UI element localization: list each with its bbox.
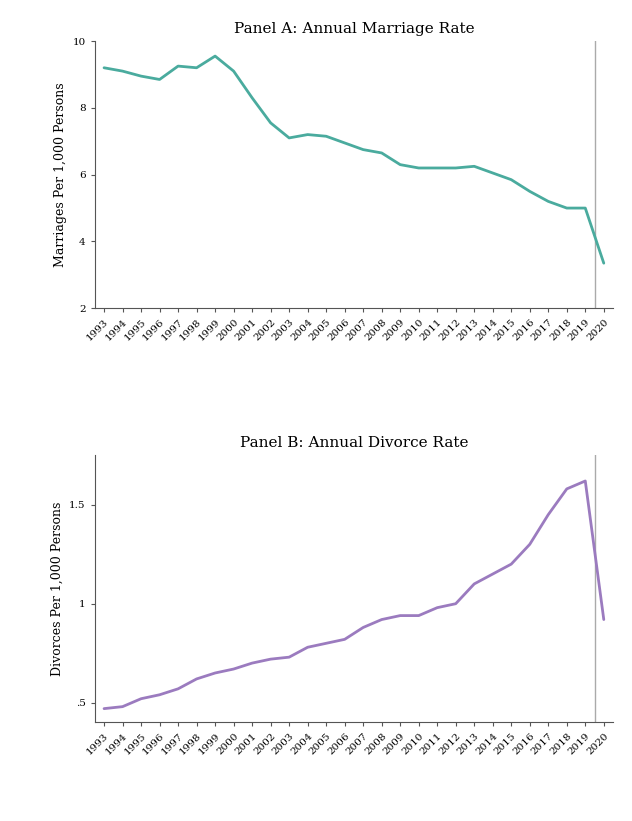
Title: Panel A: Annual Marriage Rate: Panel A: Annual Marriage Rate xyxy=(234,21,474,36)
Title: Panel B: Annual Divorce Rate: Panel B: Annual Divorce Rate xyxy=(240,436,468,450)
Y-axis label: Marriages Per 1,000 Persons: Marriages Per 1,000 Persons xyxy=(54,82,67,267)
Y-axis label: Divorces Per 1,000 Persons: Divorces Per 1,000 Persons xyxy=(51,502,64,676)
